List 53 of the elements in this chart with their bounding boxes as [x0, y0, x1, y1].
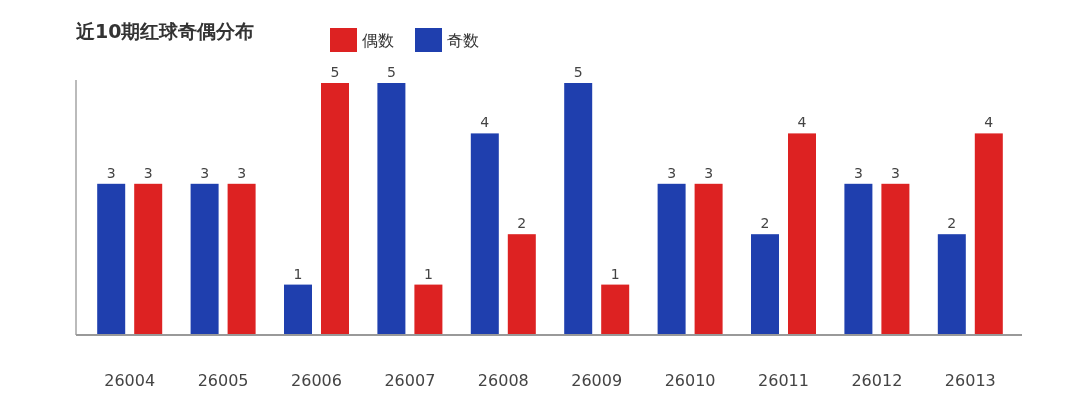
data-label: 2 [760, 215, 770, 232]
bar [134, 183, 163, 335]
bar [881, 183, 910, 335]
bar [974, 133, 1003, 335]
bar [377, 83, 406, 335]
data-label: 2 [517, 215, 527, 232]
data-label: 4 [984, 114, 994, 131]
x-tick-label: 26010 [664, 371, 716, 390]
data-label: 3 [143, 164, 153, 181]
x-tick-label: 26009 [571, 371, 623, 390]
data-label: 3 [667, 164, 677, 181]
bar [414, 284, 443, 335]
x-tick-label: 26011 [758, 371, 809, 390]
bar [751, 234, 779, 335]
bar [937, 234, 966, 335]
legend-label: 偶数 [362, 31, 394, 50]
data-label: 3 [106, 164, 116, 181]
bar [788, 133, 816, 335]
bar [284, 284, 312, 335]
x-tick-label: 26006 [291, 371, 342, 390]
data-label: 5 [330, 64, 340, 80]
x-tick-label: 26008 [477, 371, 529, 390]
data-label: 1 [610, 265, 620, 282]
chart-title: 近10期红球奇偶分布 [75, 20, 255, 42]
data-label: 3 [200, 164, 210, 181]
x-tick-label: 26012 [851, 371, 903, 390]
bar [657, 183, 686, 335]
data-label: 1 [423, 265, 433, 282]
x-tick-label: 26013 [944, 371, 996, 390]
data-label: 3 [853, 164, 863, 181]
data-label: 2 [947, 215, 957, 232]
bar [601, 284, 630, 335]
data-label: 3 [890, 164, 900, 181]
data-label: 1 [293, 265, 303, 282]
data-label: 3 [237, 164, 247, 181]
x-tick-label: 26007 [384, 371, 436, 390]
bar [564, 83, 593, 335]
data-label: 3 [704, 164, 714, 181]
bar [507, 234, 536, 335]
bar [227, 183, 256, 335]
x-tick-label: 26004 [104, 371, 156, 390]
data-label: 5 [386, 64, 396, 80]
bar [470, 133, 499, 335]
data-label: 4 [797, 114, 807, 131]
x-tick-label: 26005 [197, 371, 249, 390]
data-label: 5 [573, 64, 583, 80]
bar [190, 183, 219, 335]
bar [321, 83, 349, 335]
bar [97, 183, 126, 335]
bar [694, 183, 723, 335]
bar [844, 183, 873, 335]
legend-label: 奇数 [447, 31, 479, 50]
data-label: 4 [480, 114, 490, 131]
